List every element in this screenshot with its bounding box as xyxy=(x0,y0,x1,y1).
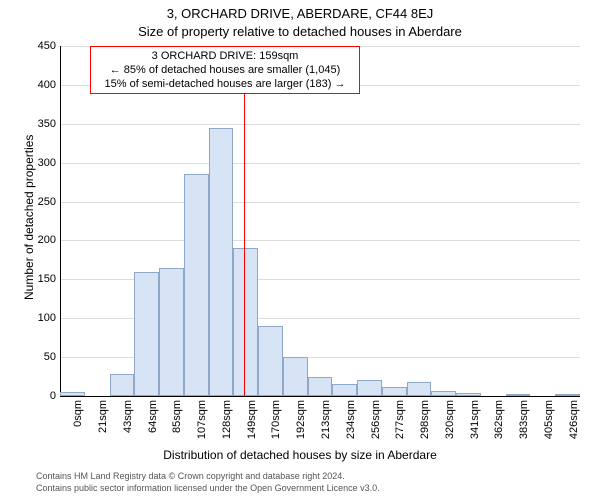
x-tick-label: 383sqm xyxy=(518,400,530,439)
x-tick-label: 128sqm xyxy=(221,400,233,439)
y-tick-label: 50 xyxy=(44,351,56,363)
grid-line xyxy=(60,202,580,203)
x-tick-label: 256sqm xyxy=(370,400,382,439)
histogram-bar xyxy=(456,393,481,396)
x-tick-label: 192sqm xyxy=(295,400,307,439)
x-tick-label: 85sqm xyxy=(171,400,183,433)
x-tick-label: 21sqm xyxy=(97,400,109,433)
y-tick-label: 0 xyxy=(50,390,56,402)
chart-subtitle: Size of property relative to detached ho… xyxy=(0,24,600,39)
histogram-bar xyxy=(134,272,159,396)
plot-area: 0501001502002503003504004500sqm21sqm43sq… xyxy=(60,46,580,396)
y-tick-label: 150 xyxy=(38,273,56,285)
histogram-bar xyxy=(233,248,258,396)
callout-line3: 15% of semi-detached houses are larger (… xyxy=(95,77,355,91)
y-tick-label: 100 xyxy=(38,312,56,324)
histogram-bar xyxy=(506,394,531,396)
x-axis-title: Distribution of detached houses by size … xyxy=(0,448,600,462)
y-tick-label: 350 xyxy=(38,118,56,130)
grid-line xyxy=(60,124,580,125)
x-tick-label: 170sqm xyxy=(270,400,282,439)
y-tick-label: 450 xyxy=(38,40,56,52)
footer-line1: Contains HM Land Registry data © Crown c… xyxy=(36,470,380,482)
x-tick-label: 405sqm xyxy=(543,400,555,439)
histogram-bar xyxy=(332,384,357,396)
x-tick-label: 426sqm xyxy=(568,400,580,439)
x-tick-label: 149sqm xyxy=(246,400,258,439)
x-tick-label: 64sqm xyxy=(147,400,159,433)
callout-line2: ← 85% of detached houses are smaller (1,… xyxy=(95,63,355,77)
histogram-bar xyxy=(184,174,209,396)
histogram-bar xyxy=(357,380,382,396)
histogram-bar xyxy=(431,391,456,396)
histogram-bar xyxy=(258,326,283,396)
x-tick-label: 213sqm xyxy=(320,400,332,439)
callout-box: 3 ORCHARD DRIVE: 159sqm ← 85% of detache… xyxy=(90,46,360,94)
grid-line xyxy=(60,240,580,241)
y-tick-label: 200 xyxy=(38,234,56,246)
y-tick-label: 300 xyxy=(38,157,56,169)
callout-line1: 3 ORCHARD DRIVE: 159sqm xyxy=(95,49,355,63)
grid-line xyxy=(60,163,580,164)
histogram-bar xyxy=(60,392,85,396)
x-tick-label: 43sqm xyxy=(122,400,134,433)
y-axis-line xyxy=(60,46,61,396)
x-tick-label: 320sqm xyxy=(444,400,456,439)
footer-attribution: Contains HM Land Registry data © Crown c… xyxy=(36,470,380,494)
x-tick-label: 362sqm xyxy=(493,400,505,439)
footer-line2: Contains public sector information licen… xyxy=(36,482,380,494)
x-tick-label: 298sqm xyxy=(419,400,431,439)
histogram-bar xyxy=(407,382,432,396)
histogram-bar xyxy=(283,357,308,396)
x-tick-label: 107sqm xyxy=(196,400,208,439)
y-tick-label: 250 xyxy=(38,196,56,208)
x-tick-label: 234sqm xyxy=(345,400,357,439)
x-tick-label: 341sqm xyxy=(469,400,481,439)
y-axis-title: Number of detached properties xyxy=(22,135,36,300)
x-tick-label: 277sqm xyxy=(394,400,406,439)
histogram-bar xyxy=(110,374,135,396)
histogram-bar xyxy=(308,377,333,396)
chart-title-address: 3, ORCHARD DRIVE, ABERDARE, CF44 8EJ xyxy=(0,6,600,21)
reference-line xyxy=(244,46,245,396)
x-tick-label: 0sqm xyxy=(72,400,84,427)
histogram-bar xyxy=(159,268,184,396)
y-tick-label: 400 xyxy=(38,79,56,91)
histogram-bar xyxy=(209,128,234,396)
histogram-bar xyxy=(555,394,580,396)
histogram-bar xyxy=(382,387,407,396)
x-axis-line xyxy=(60,396,580,397)
